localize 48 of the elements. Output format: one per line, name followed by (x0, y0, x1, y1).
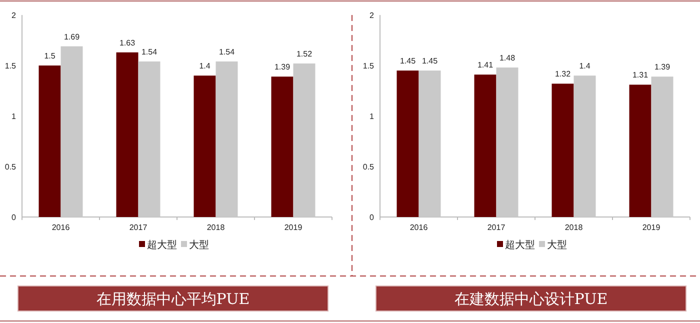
data-label: 1.45 (422, 56, 438, 66)
y-tick-label: 2 (12, 11, 17, 20)
data-label: 1.31 (632, 70, 649, 80)
y-tick-label: 0 (12, 213, 17, 222)
bar (629, 84, 652, 217)
bar (574, 76, 596, 217)
y-tick-label: 0.5 (362, 162, 375, 172)
data-label: 1.5 (44, 52, 56, 60)
text: 在用数据中心平均PUE (96, 290, 250, 308)
x-tick-label: 2019 (284, 223, 303, 232)
y-tick-label: 1 (370, 112, 375, 121)
y-tick-label: 0.5 (4, 162, 17, 172)
data-label: 1.4 (579, 62, 591, 71)
x-tick-label: 2016 (52, 223, 70, 232)
x-tick-label: 2016 (410, 223, 428, 232)
data-label: 1.32 (554, 70, 572, 79)
y-tick-label: 0 (370, 213, 375, 222)
data-label: 1.39 (274, 62, 291, 72)
data-label: 1.41 (477, 60, 494, 70)
legend-label: 大型 (189, 239, 209, 251)
y-tick-label: 1.5 (4, 62, 17, 70)
bar (552, 84, 574, 217)
x-tick-label: 2019 (642, 223, 661, 232)
data-label: 1.54 (218, 47, 236, 56)
data-label: 1.4 (199, 62, 211, 71)
bar (496, 68, 518, 217)
data-label: 1.39 (654, 62, 671, 72)
data-label: 1.45 (400, 56, 416, 66)
legend-label: 超大型 (147, 239, 177, 251)
x-tick-label: 2017 (487, 223, 506, 232)
y-tick-label: 1.5 (362, 62, 375, 70)
bar (396, 70, 419, 217)
bar (651, 76, 674, 217)
x-tick-label: 2018 (564, 223, 584, 232)
legend-label: 大型 (547, 239, 567, 251)
text: 在建数据中心设计PUE (454, 290, 608, 308)
x-tick-label: 2018 (206, 223, 226, 232)
bar (418, 70, 441, 217)
y-tick-label: 1 (12, 112, 17, 121)
data-label: 1.69 (64, 32, 80, 42)
data-label: 1.48 (499, 54, 516, 63)
data-label: 1.54 (141, 47, 158, 56)
data-label: 1.52 (296, 49, 313, 58)
x-tick-label: 2017 (129, 223, 148, 232)
data-label: 1.63 (119, 38, 136, 48)
bar (474, 74, 496, 217)
legend-label: 超大型 (505, 239, 535, 251)
y-tick-label: 2 (370, 11, 375, 20)
